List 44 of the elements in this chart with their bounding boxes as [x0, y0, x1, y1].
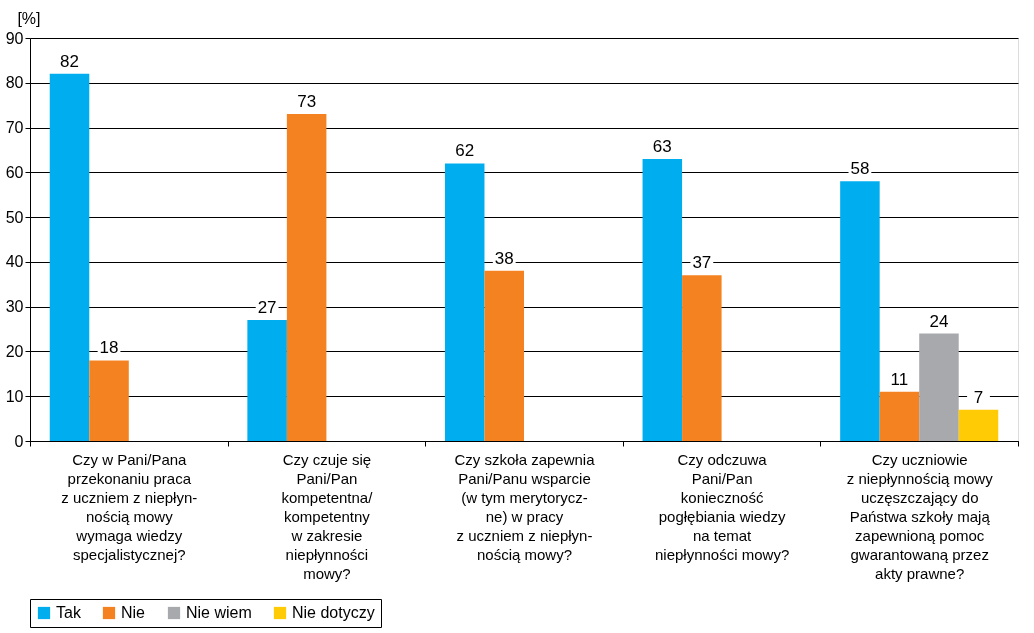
data-label: 82 [60, 51, 79, 71]
data-label: 18 [99, 338, 119, 358]
y-tick-label: 60 [5, 163, 24, 181]
y-tick-label: 20 [5, 342, 24, 360]
data-label: 27 [257, 298, 277, 318]
data-label: 62 [455, 141, 475, 161]
y-tick-label: 40 [5, 253, 24, 271]
x-tick-label: Czy uczniowie z niepłynnością mowy uczęszczający do Państwa szkoły mają zapewnioną pomoc gwarantowaną przez akty prawne? [846, 450, 994, 582]
data-label: 7 [973, 387, 984, 407]
legend-label: Nie dotyczy [292, 604, 375, 621]
y-axis-title: [%] [17, 9, 41, 27]
bar [49, 73, 90, 441]
data-label: 38 [494, 248, 514, 268]
x-tick-label: Czy odczuwa Pani/Pan konieczność pogłębiania wiedzy na temat niepłynności mowy? [654, 450, 790, 563]
bar [89, 360, 129, 441]
y-tick-label: 0 [14, 432, 24, 450]
bar [247, 320, 287, 441]
legend-label: Nie wiem [186, 604, 252, 621]
bar [958, 409, 999, 441]
data-label: 11 [890, 369, 909, 389]
data-label: 73 [297, 92, 317, 112]
y-tick-label: 30 [5, 298, 24, 316]
x-tick-label: Czy w Pani/Pana przekonaniu praca z uczniem z niepłyn- nością mowy wymaga wiedzy specjalistycznej? [61, 450, 198, 563]
x-tick-label: Czy szkoła zapewnia Pani/Panu wsparcie (w tym merytorycz- ne) w pracy z uczniem z niepłyn- nością mowy? [454, 450, 596, 563]
bar [919, 333, 959, 441]
bar [879, 391, 920, 441]
bar [484, 270, 524, 441]
bar [840, 181, 880, 441]
bar [444, 163, 485, 441]
legend-label: Tak [56, 604, 82, 621]
x-tick-label: Czy czuje się Pani/Pan kompetentna/ kompetentny w zakresie niepłynności mowy? [281, 450, 374, 582]
data-label: 24 [929, 311, 949, 331]
data-label: 58 [850, 159, 870, 179]
y-tick-label: 80 [5, 74, 24, 92]
y-tick-label: 10 [5, 387, 24, 405]
bar [642, 158, 683, 441]
data-label: 37 [692, 253, 712, 273]
data-label: 63 [652, 136, 672, 156]
bar [682, 275, 722, 441]
legend-label: Nie [121, 604, 146, 621]
bar [286, 114, 327, 441]
y-tick-label: 90 [5, 29, 24, 47]
y-tick-label: 70 [5, 119, 24, 137]
y-tick-label: 50 [5, 208, 24, 226]
